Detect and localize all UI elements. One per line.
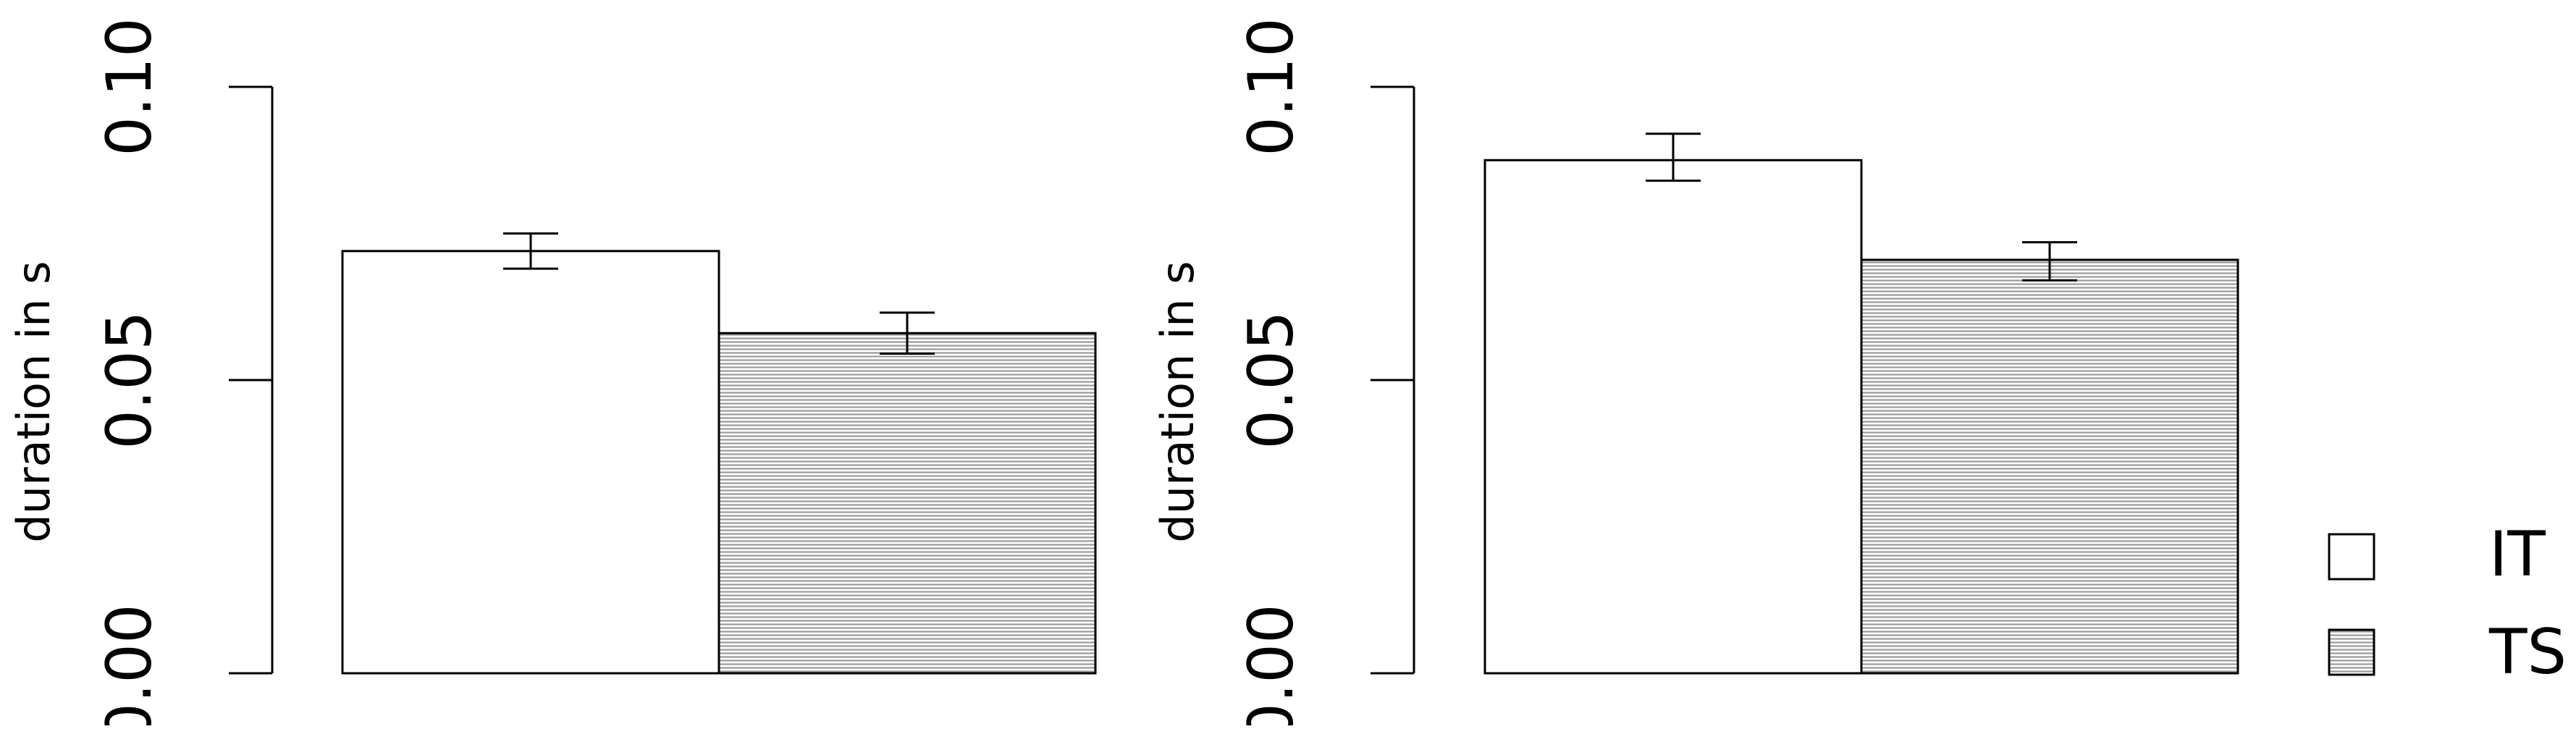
y-tick-label: 0.00 [1235,604,1308,725]
y-axis-label: duration in s [1151,261,1204,542]
legend-swatch-ts [2328,628,2375,676]
legend-label-ts: TS [2488,616,2567,688]
bar-it [1483,159,1863,675]
bars [341,250,1097,675]
error-bar-ts [880,311,935,355]
error-bars [503,232,935,355]
bar-ts [1860,258,2239,675]
y-axis: 0.00 0.05 0.10 [1235,17,1415,729]
error-bars [1646,132,2077,282]
y-tick-label: 0.10 [93,17,166,156]
chart-panel-2: duration in s 0.00 0.05 0.10 [1151,17,2239,729]
y-axis-label: duration in s [7,261,60,542]
y-tick-label: 0.10 [1235,17,1308,156]
bars [1483,159,2239,675]
error-bar-it [1646,132,1701,182]
error-bar-ts [2022,241,2077,282]
legend: IT TS [2328,518,2567,688]
y-axis: 0.00 0.05 0.10 [93,17,274,729]
chart-panel-1: duration in s 0.00 0.05 0.10 [7,17,1097,729]
legend-swatch-it [2328,533,2375,581]
legend-label-it: IT [2489,518,2546,591]
bar-it [341,250,720,675]
y-tick-label: 0.05 [1235,311,1308,449]
bar-ts [717,332,1097,675]
error-bar-it [503,232,558,270]
y-tick-label: 0.05 [93,311,166,449]
y-tick-label: 0.00 [93,604,166,725]
